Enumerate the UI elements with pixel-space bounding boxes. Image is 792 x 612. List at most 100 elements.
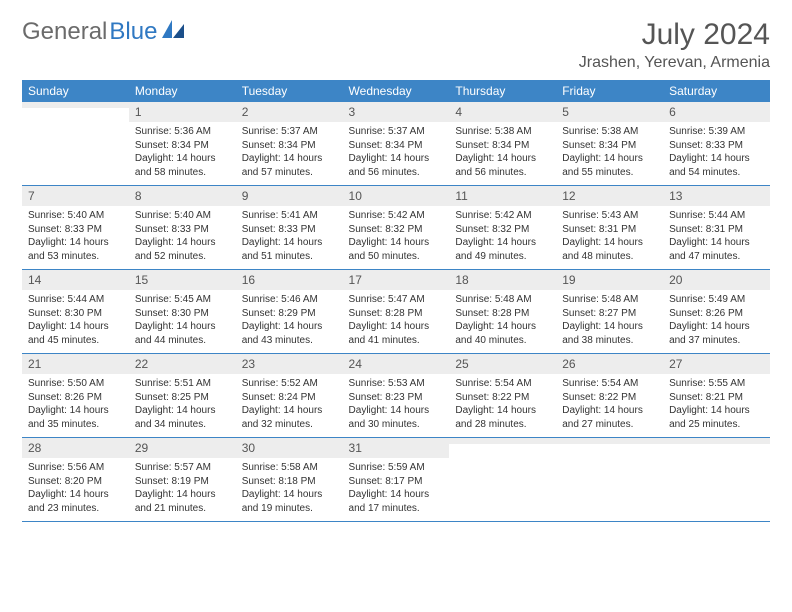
daylight-text: Daylight: 14 hours and 54 minutes. bbox=[669, 152, 764, 179]
day-body: Sunrise: 5:50 AMSunset: 8:26 PMDaylight:… bbox=[22, 374, 129, 437]
title-block: July 2024 Jrashen, Yerevan, Armenia bbox=[579, 18, 770, 72]
sunset-text: Sunset: 8:30 PM bbox=[28, 307, 123, 321]
sunset-text: Sunset: 8:34 PM bbox=[135, 139, 230, 153]
calendar-day-cell: 20Sunrise: 5:49 AMSunset: 8:26 PMDayligh… bbox=[663, 270, 770, 354]
day-body: Sunrise: 5:46 AMSunset: 8:29 PMDaylight:… bbox=[236, 290, 343, 353]
weekday-header: Thursday bbox=[449, 80, 556, 102]
calendar-table: Sunday Monday Tuesday Wednesday Thursday… bbox=[22, 80, 770, 522]
day-body: Sunrise: 5:37 AMSunset: 8:34 PMDaylight:… bbox=[343, 122, 450, 185]
day-number: 17 bbox=[343, 270, 450, 290]
daylight-text: Daylight: 14 hours and 19 minutes. bbox=[242, 488, 337, 515]
sunset-text: Sunset: 8:19 PM bbox=[135, 475, 230, 489]
day-number: 19 bbox=[556, 270, 663, 290]
day-number: 25 bbox=[449, 354, 556, 374]
calendar-day-cell: 17Sunrise: 5:47 AMSunset: 8:28 PMDayligh… bbox=[343, 270, 450, 354]
sunset-text: Sunset: 8:26 PM bbox=[28, 391, 123, 405]
sunrise-text: Sunrise: 5:44 AM bbox=[28, 293, 123, 307]
sunrise-text: Sunrise: 5:44 AM bbox=[669, 209, 764, 223]
sunrise-text: Sunrise: 5:36 AM bbox=[135, 125, 230, 139]
day-body: Sunrise: 5:38 AMSunset: 8:34 PMDaylight:… bbox=[449, 122, 556, 185]
daylight-text: Daylight: 14 hours and 49 minutes. bbox=[455, 236, 550, 263]
day-body bbox=[663, 444, 770, 500]
daylight-text: Daylight: 14 hours and 32 minutes. bbox=[242, 404, 337, 431]
day-body: Sunrise: 5:48 AMSunset: 8:27 PMDaylight:… bbox=[556, 290, 663, 353]
day-number: 2 bbox=[236, 102, 343, 122]
sunrise-text: Sunrise: 5:39 AM bbox=[669, 125, 764, 139]
daylight-text: Daylight: 14 hours and 55 minutes. bbox=[562, 152, 657, 179]
daylight-text: Daylight: 14 hours and 51 minutes. bbox=[242, 236, 337, 263]
daylight-text: Daylight: 14 hours and 48 minutes. bbox=[562, 236, 657, 263]
day-number: 28 bbox=[22, 438, 129, 458]
day-number: 20 bbox=[663, 270, 770, 290]
day-body: Sunrise: 5:53 AMSunset: 8:23 PMDaylight:… bbox=[343, 374, 450, 437]
calendar-day-cell: 30Sunrise: 5:58 AMSunset: 8:18 PMDayligh… bbox=[236, 438, 343, 522]
sunset-text: Sunset: 8:32 PM bbox=[349, 223, 444, 237]
sunrise-text: Sunrise: 5:37 AM bbox=[242, 125, 337, 139]
sunset-text: Sunset: 8:34 PM bbox=[242, 139, 337, 153]
calendar-day-cell: 6Sunrise: 5:39 AMSunset: 8:33 PMDaylight… bbox=[663, 102, 770, 186]
day-body: Sunrise: 5:54 AMSunset: 8:22 PMDaylight:… bbox=[556, 374, 663, 437]
sunrise-text: Sunrise: 5:46 AM bbox=[242, 293, 337, 307]
sunset-text: Sunset: 8:32 PM bbox=[455, 223, 550, 237]
day-body: Sunrise: 5:42 AMSunset: 8:32 PMDaylight:… bbox=[343, 206, 450, 269]
sunrise-text: Sunrise: 5:40 AM bbox=[28, 209, 123, 223]
daylight-text: Daylight: 14 hours and 23 minutes. bbox=[28, 488, 123, 515]
day-body: Sunrise: 5:56 AMSunset: 8:20 PMDaylight:… bbox=[22, 458, 129, 521]
sunrise-text: Sunrise: 5:54 AM bbox=[562, 377, 657, 391]
sunset-text: Sunset: 8:22 PM bbox=[562, 391, 657, 405]
day-body: Sunrise: 5:49 AMSunset: 8:26 PMDaylight:… bbox=[663, 290, 770, 353]
calendar-day-cell: 11Sunrise: 5:42 AMSunset: 8:32 PMDayligh… bbox=[449, 186, 556, 270]
day-number: 12 bbox=[556, 186, 663, 206]
sunrise-text: Sunrise: 5:47 AM bbox=[349, 293, 444, 307]
day-number: 30 bbox=[236, 438, 343, 458]
calendar-day-cell: 8Sunrise: 5:40 AMSunset: 8:33 PMDaylight… bbox=[129, 186, 236, 270]
sunset-text: Sunset: 8:29 PM bbox=[242, 307, 337, 321]
sunset-text: Sunset: 8:18 PM bbox=[242, 475, 337, 489]
day-body: Sunrise: 5:47 AMSunset: 8:28 PMDaylight:… bbox=[343, 290, 450, 353]
sunrise-text: Sunrise: 5:54 AM bbox=[455, 377, 550, 391]
calendar-day-cell: 18Sunrise: 5:48 AMSunset: 8:28 PMDayligh… bbox=[449, 270, 556, 354]
sunset-text: Sunset: 8:33 PM bbox=[28, 223, 123, 237]
sunset-text: Sunset: 8:24 PM bbox=[242, 391, 337, 405]
calendar-day-cell: 29Sunrise: 5:57 AMSunset: 8:19 PMDayligh… bbox=[129, 438, 236, 522]
daylight-text: Daylight: 14 hours and 45 minutes. bbox=[28, 320, 123, 347]
day-number: 10 bbox=[343, 186, 450, 206]
sunset-text: Sunset: 8:21 PM bbox=[669, 391, 764, 405]
sunset-text: Sunset: 8:31 PM bbox=[562, 223, 657, 237]
sunrise-text: Sunrise: 5:40 AM bbox=[135, 209, 230, 223]
sunset-text: Sunset: 8:26 PM bbox=[669, 307, 764, 321]
sunrise-text: Sunrise: 5:41 AM bbox=[242, 209, 337, 223]
calendar-day-cell: 23Sunrise: 5:52 AMSunset: 8:24 PMDayligh… bbox=[236, 354, 343, 438]
day-number: 14 bbox=[22, 270, 129, 290]
sunset-text: Sunset: 8:30 PM bbox=[135, 307, 230, 321]
location-label: Jrashen, Yerevan, Armenia bbox=[579, 54, 770, 72]
calendar-day-cell: 5Sunrise: 5:38 AMSunset: 8:34 PMDaylight… bbox=[556, 102, 663, 186]
day-number: 8 bbox=[129, 186, 236, 206]
day-number: 4 bbox=[449, 102, 556, 122]
logo-text-1: General bbox=[22, 18, 107, 46]
logo-sail-icon bbox=[162, 20, 184, 45]
sunrise-text: Sunrise: 5:50 AM bbox=[28, 377, 123, 391]
sunrise-text: Sunrise: 5:59 AM bbox=[349, 461, 444, 475]
weekday-header: Wednesday bbox=[343, 80, 450, 102]
day-number: 21 bbox=[22, 354, 129, 374]
calendar-day-cell: 1Sunrise: 5:36 AMSunset: 8:34 PMDaylight… bbox=[129, 102, 236, 186]
sunrise-text: Sunrise: 5:51 AM bbox=[135, 377, 230, 391]
calendar-day-cell: 19Sunrise: 5:48 AMSunset: 8:27 PMDayligh… bbox=[556, 270, 663, 354]
weekday-header: Tuesday bbox=[236, 80, 343, 102]
day-number: 29 bbox=[129, 438, 236, 458]
calendar-day-cell: 28Sunrise: 5:56 AMSunset: 8:20 PMDayligh… bbox=[22, 438, 129, 522]
sunset-text: Sunset: 8:25 PM bbox=[135, 391, 230, 405]
day-body: Sunrise: 5:51 AMSunset: 8:25 PMDaylight:… bbox=[129, 374, 236, 437]
daylight-text: Daylight: 14 hours and 21 minutes. bbox=[135, 488, 230, 515]
calendar-week-row: 1Sunrise: 5:36 AMSunset: 8:34 PMDaylight… bbox=[22, 102, 770, 186]
day-number: 31 bbox=[343, 438, 450, 458]
daylight-text: Daylight: 14 hours and 41 minutes. bbox=[349, 320, 444, 347]
day-body: Sunrise: 5:55 AMSunset: 8:21 PMDaylight:… bbox=[663, 374, 770, 437]
header: GeneralBlue July 2024 Jrashen, Yerevan, … bbox=[22, 18, 770, 72]
day-body: Sunrise: 5:44 AMSunset: 8:30 PMDaylight:… bbox=[22, 290, 129, 353]
day-number: 22 bbox=[129, 354, 236, 374]
daylight-text: Daylight: 14 hours and 17 minutes. bbox=[349, 488, 444, 515]
daylight-text: Daylight: 14 hours and 35 minutes. bbox=[28, 404, 123, 431]
weekday-header-row: Sunday Monday Tuesday Wednesday Thursday… bbox=[22, 80, 770, 102]
